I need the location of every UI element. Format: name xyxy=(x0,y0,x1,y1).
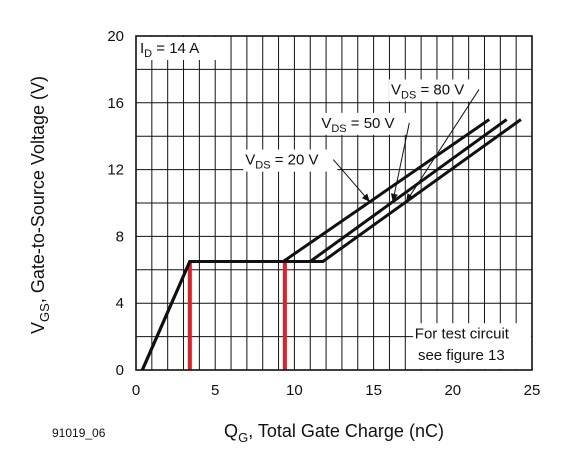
series-label-main: V xyxy=(245,152,255,169)
series-line-2 xyxy=(140,118,522,371)
series-label-sub: DS xyxy=(255,160,270,172)
condition-box xyxy=(137,37,219,60)
series-label-sub: DS xyxy=(331,123,346,135)
series-labels: VDS = 20 V VDS = 50 V VDS = 80 V xyxy=(243,79,484,203)
condition-label: ID = 14 A xyxy=(140,40,199,60)
y-title-rest: , Gate-to-Source Voltage (V) xyxy=(28,76,48,303)
leader-arrow xyxy=(361,193,370,202)
figure-id: 91019_06 xyxy=(52,426,106,440)
x-tick-label: 20 xyxy=(444,382,461,399)
condition-sub: D xyxy=(144,48,152,60)
series-label-bg xyxy=(389,79,484,102)
x-axis-title: QG, Total Gate Charge (nC) xyxy=(224,421,444,445)
condition-main: I xyxy=(140,40,144,57)
leader-arrow xyxy=(390,193,398,202)
leader-line xyxy=(332,159,371,203)
y-axis-title: VGS, Gate-to-Source Voltage (V) xyxy=(28,76,52,334)
x-title-sub: G xyxy=(238,430,248,445)
series-label-vds-50: VDS = 50 V xyxy=(321,115,394,135)
series-label-sub: DS xyxy=(401,89,416,101)
y-title-main: V xyxy=(28,322,48,334)
curves xyxy=(140,118,522,371)
x-tick-label: 5 xyxy=(211,382,219,399)
series-label-bg xyxy=(243,149,338,172)
leader-arrow xyxy=(406,193,414,202)
y-tick-label: 8 xyxy=(116,228,124,245)
series-label-vds-80: VDS = 80 V xyxy=(391,81,464,101)
label-leaders xyxy=(332,89,480,203)
series-label-rest: = 80 V xyxy=(416,81,464,98)
note-line2: see figure 13 xyxy=(418,347,505,364)
y-tick-label: 16 xyxy=(107,95,124,112)
x-tick-label: 0 xyxy=(132,382,140,399)
x-title-rest: , Total Gate Charge (nC) xyxy=(248,421,444,441)
x-title-main: Q xyxy=(224,421,238,441)
series-label-bg xyxy=(319,112,414,135)
markers xyxy=(187,261,287,370)
plot-frame xyxy=(135,35,533,371)
series-label-rest: = 20 V xyxy=(271,152,319,169)
x-tick-label: 25 xyxy=(524,382,541,399)
series-label-main: V xyxy=(321,115,331,132)
note-line1: For test circuit xyxy=(415,325,510,342)
x-tick-label: 15 xyxy=(365,382,382,399)
y-tick-label: 4 xyxy=(116,295,124,312)
note-box xyxy=(413,323,531,369)
x-tick-label: 10 xyxy=(286,382,303,399)
y-tick-label: 20 xyxy=(107,28,124,45)
leader-line xyxy=(405,89,480,203)
y-tick-label: 0 xyxy=(116,362,124,379)
grid xyxy=(136,36,532,370)
series-label-rest: = 50 V xyxy=(347,115,395,132)
y-tick-label: 12 xyxy=(107,162,124,179)
y-title-sub: GS xyxy=(37,303,52,322)
leader-line xyxy=(392,122,410,202)
condition-rest: = 14 A xyxy=(152,40,199,57)
series-label-vds-20: VDS = 20 V xyxy=(245,152,318,172)
tick-labels: 0 5 10 15 20 25 0 4 8 12 16 20 xyxy=(107,28,540,399)
series-label-main: V xyxy=(391,81,401,98)
